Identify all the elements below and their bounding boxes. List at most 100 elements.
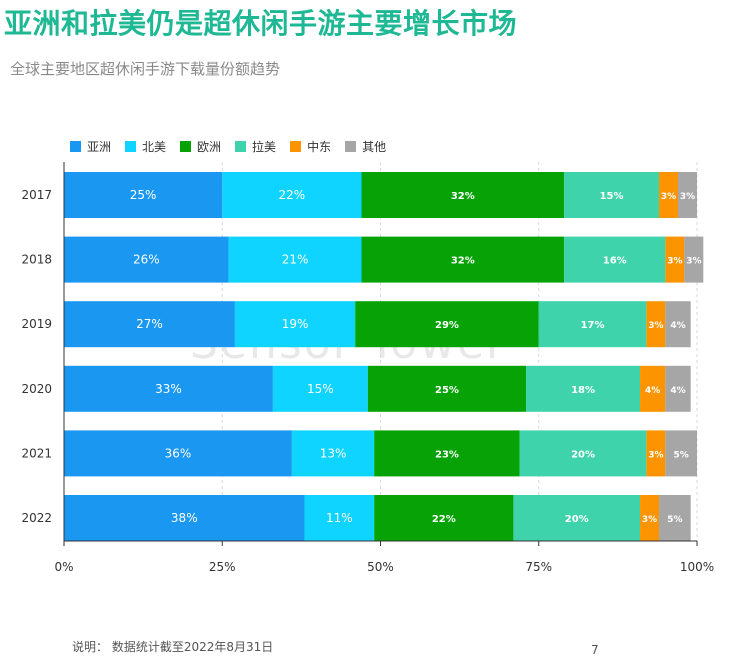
bar-segment [374,430,520,477]
category-label: 2020 [21,382,52,396]
footnote: 说明： 数据统计截至2022年8月31日 [72,640,274,654]
data-label: 15% [600,191,624,202]
data-label: 22% [432,514,456,525]
x-tick-label: 25% [209,560,236,574]
category-label: 2019 [21,317,52,331]
bar-segment [640,365,666,412]
page-subtitle: 全球主要地区超休闲手游下载量份额趋势 [10,60,281,78]
data-label: 20% [565,514,589,525]
legend-item: 欧洲 [180,138,221,155]
legend-label: 北美 [142,140,167,154]
data-label: 4% [645,386,660,396]
bar-segment [361,236,565,283]
legend-item: 拉美 [235,138,276,155]
data-label: 33% [155,382,182,396]
legend-swatch [345,141,357,152]
x-tick-label: 0% [54,560,73,574]
category-label: 2021 [21,446,52,460]
bar-segment [513,495,641,541]
legend-swatch [70,141,81,152]
bar-segment [291,430,375,477]
legend-swatch [125,141,137,152]
legend-label: 亚洲 [87,140,112,154]
bar-segment [64,495,305,541]
bar-segment [646,301,666,348]
data-label: 36% [165,446,192,460]
bar-segment [665,236,685,283]
data-label: 25% [130,188,157,202]
x-tick-label: 50% [367,560,394,574]
bar-segment [646,430,666,477]
bar-segment [228,236,362,283]
data-label: 3% [642,515,657,525]
legend-label: 拉美 [252,140,277,154]
data-label: 15% [307,382,334,396]
legend-label: 其他 [362,140,387,154]
bar-segment [665,430,697,477]
bar-segment [367,365,527,412]
data-label: 3% [648,321,663,331]
data-label: 16% [603,256,627,267]
data-label: 25% [435,385,459,396]
bar-segment [234,301,356,348]
bar-segment [564,236,666,283]
bar-segment [659,172,679,218]
bar-segment [665,301,691,348]
bar-segment [272,365,368,412]
bar-segment [361,172,565,218]
data-label: 3% [661,192,676,202]
legend-swatch [180,141,192,152]
data-label: 3% [686,257,701,267]
data-label: 29% [435,320,459,331]
data-label: 32% [451,191,475,202]
bar-segment [64,365,273,412]
data-label: 5% [674,450,689,460]
bar-segment [564,172,660,218]
data-label: 27% [136,317,163,331]
page-title: 亚洲和拉美仍是超休闲手游主要增长市场 [4,7,518,40]
data-label: 3% [648,450,663,460]
category-label: 2022 [21,511,52,525]
data-label: 4% [670,321,685,331]
bar-segment [678,172,697,218]
data-label: 17% [581,320,605,331]
bar-segment [519,430,647,477]
page-number: 7 [591,643,599,657]
data-label: 4% [670,386,685,396]
stacked-bar-chart: 2017 25% 22% 32% 15% 3% 3% 2018 26% 21% 32% 16% 3% 3%… [21,162,714,574]
data-label: 21% [282,253,309,267]
data-label: 22% [279,188,306,202]
data-label: 38% [171,511,198,525]
legend-label: 欧洲 [197,140,222,154]
data-label: 13% [320,446,347,460]
bar-segment [374,495,514,541]
bar-segment [222,172,362,218]
data-label: 5% [667,515,682,525]
legend-item: 其他 [345,138,386,155]
bar-segment [659,495,691,541]
x-tick-label: 100% [680,560,714,574]
data-label: 3% [680,192,695,202]
data-label: 18% [571,385,595,396]
data-label: 19% [282,317,309,331]
legend-label: 中东 [307,140,332,154]
bar-segment [64,172,223,218]
legend-item: 中东 [290,138,331,155]
data-label: 20% [571,449,595,460]
bar-segment [64,301,235,348]
data-label: 11% [326,511,353,525]
category-label: 2018 [21,253,52,267]
bar-segment [355,301,539,348]
bar-segment [64,236,229,283]
legend-swatch [235,141,247,152]
bar-segment [684,236,704,283]
bar-segment [304,495,375,541]
bar-segment [665,365,691,412]
legend-item: 北美 [125,138,166,155]
chart-legend: 亚洲 北美 欧洲 拉美 中东 其他 [70,138,400,155]
data-label: 32% [451,256,475,267]
bar-segment [526,365,641,412]
data-label: 23% [435,449,459,460]
data-label: 3% [667,257,682,267]
legend-swatch [290,141,302,152]
